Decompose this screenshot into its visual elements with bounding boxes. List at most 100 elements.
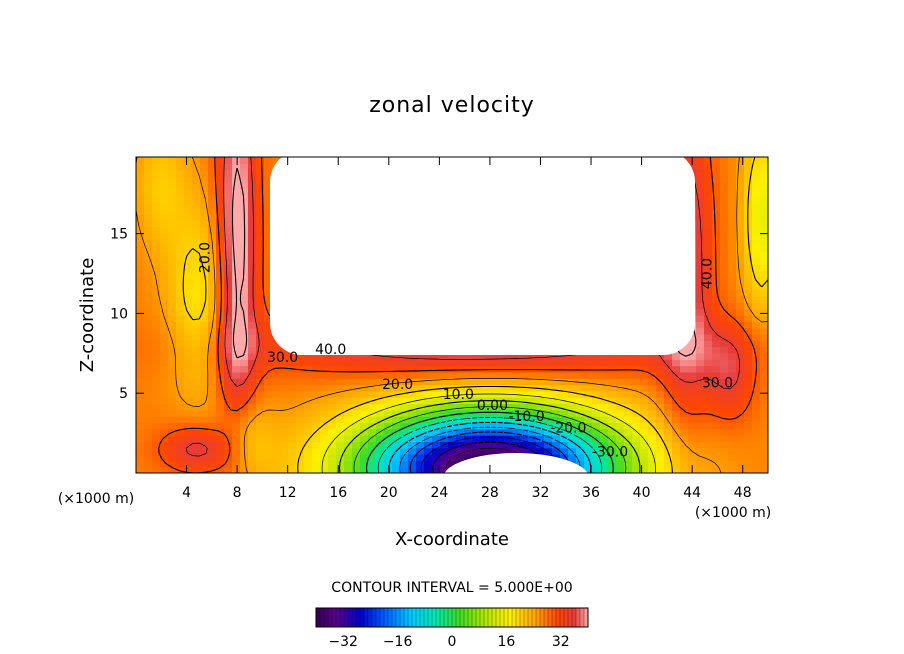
- field-cell: [200, 454, 209, 461]
- field-cell: [184, 371, 193, 379]
- field-cell: [152, 460, 161, 468]
- field-cell: [224, 371, 233, 379]
- field-cell: [536, 359, 545, 367]
- field-cell: [160, 315, 169, 322]
- field-cell: [424, 454, 433, 461]
- field-cell: [424, 352, 433, 360]
- field-cell: [472, 359, 481, 367]
- field-cell: [592, 352, 601, 360]
- field-cell: [720, 422, 729, 430]
- field-cell: [192, 340, 201, 348]
- field-cell: [736, 296, 745, 303]
- colorbar-swatch: [412, 608, 416, 627]
- field-cell: [352, 365, 361, 373]
- field-cell: [520, 435, 529, 442]
- field-cell: [344, 460, 353, 468]
- colorbar-swatch: [576, 608, 580, 627]
- field-cell: [152, 397, 161, 405]
- field-cell: [280, 447, 289, 455]
- field-cell: [304, 447, 313, 455]
- x-unit-left: (×1000 m): [58, 491, 134, 507]
- field-cell: [720, 251, 729, 259]
- field-cell: [728, 232, 737, 240]
- field-cell: [416, 397, 425, 405]
- field-cell: [704, 207, 713, 215]
- field-cell: [312, 422, 321, 430]
- field-cell: [752, 409, 761, 417]
- field-cell: [448, 428, 457, 436]
- field-cell: [640, 365, 649, 373]
- field-cell: [264, 188, 273, 196]
- field-cell: [160, 409, 169, 417]
- field-cell: [712, 289, 721, 297]
- field-cell: [136, 327, 145, 335]
- field-cell: [312, 454, 321, 461]
- field-cell: [528, 416, 537, 424]
- field-cell: [488, 416, 497, 424]
- field-cell: [720, 220, 729, 228]
- field-cell: [536, 403, 545, 411]
- field-cell: [760, 409, 768, 417]
- field-cell: [280, 397, 289, 405]
- field-cell: [712, 201, 721, 209]
- field-cell: [216, 365, 225, 373]
- field-cell: [552, 441, 561, 449]
- field-cell: [136, 403, 145, 411]
- field-cell: [304, 371, 313, 379]
- field-cell: [640, 384, 649, 392]
- field-cell: [368, 352, 377, 360]
- field-cell: [296, 460, 305, 468]
- field-cell: [448, 460, 457, 468]
- field-cell: [712, 409, 721, 417]
- field-cell: [432, 416, 441, 424]
- field-cell: [688, 359, 697, 367]
- field-cell: [136, 321, 145, 329]
- field-cell: [304, 466, 313, 473]
- field-cell: [208, 435, 217, 442]
- field-cell: [624, 460, 633, 468]
- field-cell: [192, 397, 201, 405]
- field-cell: [760, 226, 768, 234]
- field-cell: [200, 441, 209, 449]
- field-cell: [264, 182, 273, 190]
- field-cell: [304, 435, 313, 442]
- field-cell: [664, 441, 673, 449]
- field-cell: [152, 213, 161, 221]
- field-cell: [488, 409, 497, 417]
- field-cell: [248, 321, 257, 329]
- field-cell: [720, 397, 729, 405]
- field-cell: [624, 352, 633, 360]
- field-cell: [160, 384, 169, 392]
- field-cell: [600, 359, 609, 367]
- field-cell: [208, 194, 217, 202]
- field-cell: [752, 416, 761, 424]
- field-cell: [136, 213, 145, 221]
- field-cell: [272, 460, 281, 468]
- field-cell: [192, 352, 201, 360]
- field-cell: [208, 460, 217, 468]
- field-cell: [320, 390, 329, 398]
- field-cell: [456, 454, 465, 461]
- field-cell: [416, 384, 425, 392]
- field-cell: [440, 365, 449, 373]
- field-cell: [728, 213, 737, 221]
- x-tick-label: 4: [182, 485, 191, 501]
- field-cell: [760, 232, 768, 240]
- field-cell: [256, 251, 265, 259]
- field-cell: [712, 302, 721, 310]
- field-cell: [736, 327, 745, 335]
- field-cell: [168, 308, 177, 316]
- field-cell: [752, 163, 761, 171]
- field-cell: [176, 409, 185, 417]
- field-cell: [200, 403, 209, 411]
- field-cell: [504, 371, 513, 379]
- field-cell: [736, 169, 745, 177]
- field-cell: [200, 220, 209, 228]
- field-cell: [192, 182, 201, 190]
- field-cell: [144, 359, 153, 367]
- field-cell: [744, 251, 753, 259]
- field-cell: [216, 201, 225, 209]
- field-cell: [368, 390, 377, 398]
- field-cell: [760, 435, 768, 442]
- y-axis-label: Z-coordinate: [77, 258, 98, 373]
